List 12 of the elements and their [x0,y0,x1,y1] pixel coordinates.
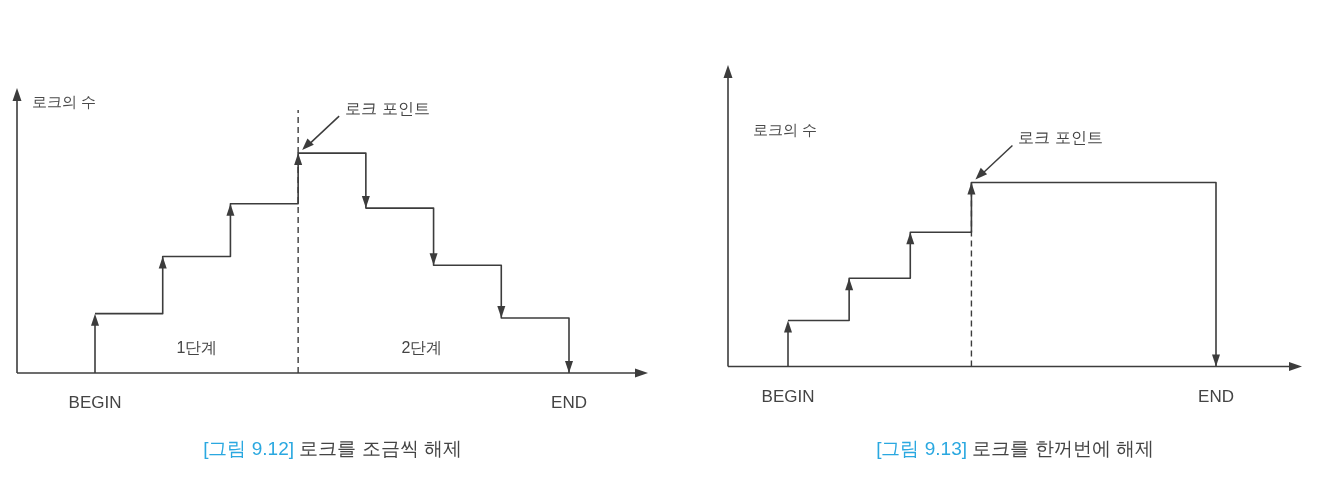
annotation: 1단계 [176,338,218,356]
ylabel: 로크의 수 [32,92,97,110]
x-tick-label: END [1198,386,1234,406]
ylabel: 로크의 수 [753,120,818,138]
annotation: 로크 포인트 [1018,129,1103,146]
x-tick-label: END [551,392,587,412]
x-tick-label: BEGIN [761,386,815,406]
annotation: 로크 포인트 [345,99,430,117]
title: [그림 9.13] 로크를 한꺼번에 해제 [876,437,1154,459]
title: [그림 9.12] 로크를 조금씩 해제 [203,437,462,459]
annotation: 2단계 [401,338,443,356]
x-tick-label: BEGIN [68,392,122,412]
